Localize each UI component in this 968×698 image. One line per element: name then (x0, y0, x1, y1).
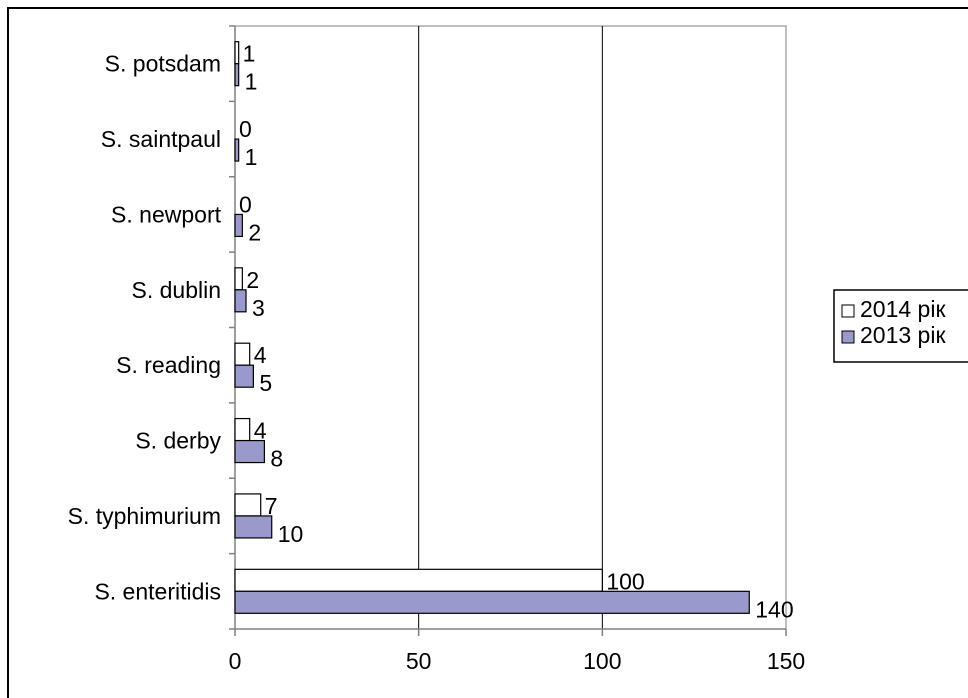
bar-2014 (234, 342, 251, 366)
data-label-2013: 2 (248, 219, 261, 245)
bar-2014 (234, 267, 243, 291)
bar-2013 (234, 439, 265, 464)
gridlines (418, 26, 603, 629)
bars (234, 41, 750, 614)
category-label: S. potsdam (105, 51, 221, 77)
category-label: S. enteritidis (94, 578, 221, 604)
data-label-2013: 1 (245, 144, 258, 170)
legend-swatch (841, 304, 855, 318)
bar-2013 (234, 138, 240, 162)
bar-2014 (234, 41, 240, 65)
category-label: S. dublin (131, 277, 221, 303)
bar-2013 (234, 364, 254, 388)
data-label-2014: 100 (606, 568, 644, 594)
bar-2014 (234, 493, 262, 517)
bar-2013 (234, 515, 273, 539)
bar-2013 (234, 289, 247, 313)
data-label-2013: 3 (252, 295, 265, 321)
bar-2014 (234, 568, 603, 592)
x-tick-label: 0 (229, 648, 242, 674)
data-label-2014: 7 (265, 493, 278, 519)
data-label-2013: 1 (245, 69, 258, 95)
category-label: S. saintpaul (101, 126, 221, 152)
data-label-2013: 140 (755, 596, 793, 622)
data-label-2013: 8 (270, 446, 283, 472)
x-tick-label: 50 (406, 648, 432, 674)
plot-area (234, 25, 787, 630)
data-label-2014: 0 (239, 116, 252, 142)
legend-label: 2013 рік (860, 322, 946, 348)
category-label: S. newport (111, 201, 222, 227)
data-label-2014: 4 (254, 342, 267, 368)
data-label-2014: 1 (243, 41, 256, 67)
bar-2014 (234, 417, 251, 442)
data-label-2014: 2 (246, 267, 259, 293)
bar-2013 (234, 213, 243, 238)
data-label-2013: 10 (278, 521, 304, 547)
category-label: S. typhimurium (68, 503, 221, 529)
category-label: S. derby (135, 428, 221, 454)
x-tick-label: 100 (583, 648, 621, 674)
data-label-2014: 0 (239, 191, 252, 217)
bar-2013 (234, 590, 750, 614)
x-tick-label: 150 (767, 648, 805, 674)
legend-box (833, 289, 968, 363)
data-label-2013: 5 (259, 370, 272, 396)
data-label-2014: 4 (254, 418, 267, 444)
legend-swatch (841, 330, 855, 344)
category-label: S. reading (116, 352, 221, 378)
bar-2013 (234, 63, 240, 87)
legend-label: 2014 рік (860, 296, 946, 322)
